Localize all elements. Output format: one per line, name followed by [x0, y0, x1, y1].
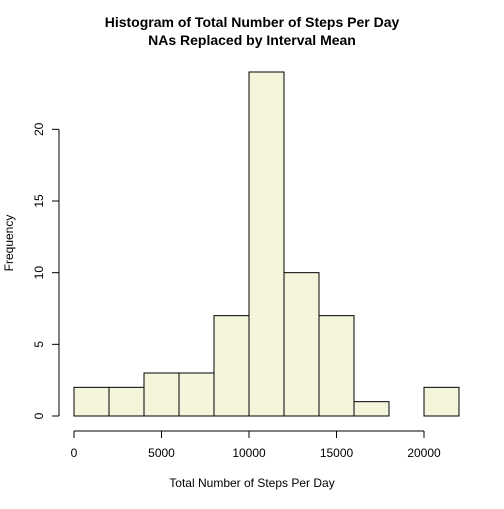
histogram-bar-7	[318, 315, 355, 417]
histogram-bar-10	[423, 386, 460, 417]
chart-title: Histogram of Total Number of Steps Per D…	[105, 14, 400, 30]
histogram-bar-1	[108, 386, 145, 417]
x-tick-label-3: 15000	[320, 446, 354, 460]
chart-subtitle: NAs Replaced by Interval Mean	[148, 32, 356, 48]
histogram-bar-4	[213, 315, 250, 417]
x-tick-label-1: 5000	[148, 446, 175, 460]
histogram-bar-0	[73, 386, 110, 417]
x-tick-label-4: 20000	[407, 446, 441, 460]
y-axis-label: Frequency	[2, 215, 16, 272]
histogram-bar-6	[283, 272, 320, 417]
x-axis: 0 5000 10000 15000 20000	[71, 430, 441, 460]
x-tick-label-0: 0	[71, 446, 78, 460]
x-axis-label: Total Number of Steps Per Day	[169, 476, 334, 490]
y-tick-label-2: 10	[32, 266, 46, 280]
bars-group	[73, 71, 460, 417]
y-tick-label-1: 5	[32, 341, 46, 348]
histogram-bar-3	[178, 372, 215, 417]
y-tick-label-0: 0	[32, 412, 46, 419]
y-axis: 0 5 10 15 20	[32, 122, 60, 419]
y-tick-label-4: 20	[32, 122, 46, 136]
histogram-bar-5	[248, 71, 285, 417]
histogram-bar-2	[143, 372, 180, 417]
y-tick-label-3: 15	[32, 194, 46, 208]
histogram-bar-8	[353, 401, 390, 417]
x-tick-label-2: 10000	[232, 446, 266, 460]
